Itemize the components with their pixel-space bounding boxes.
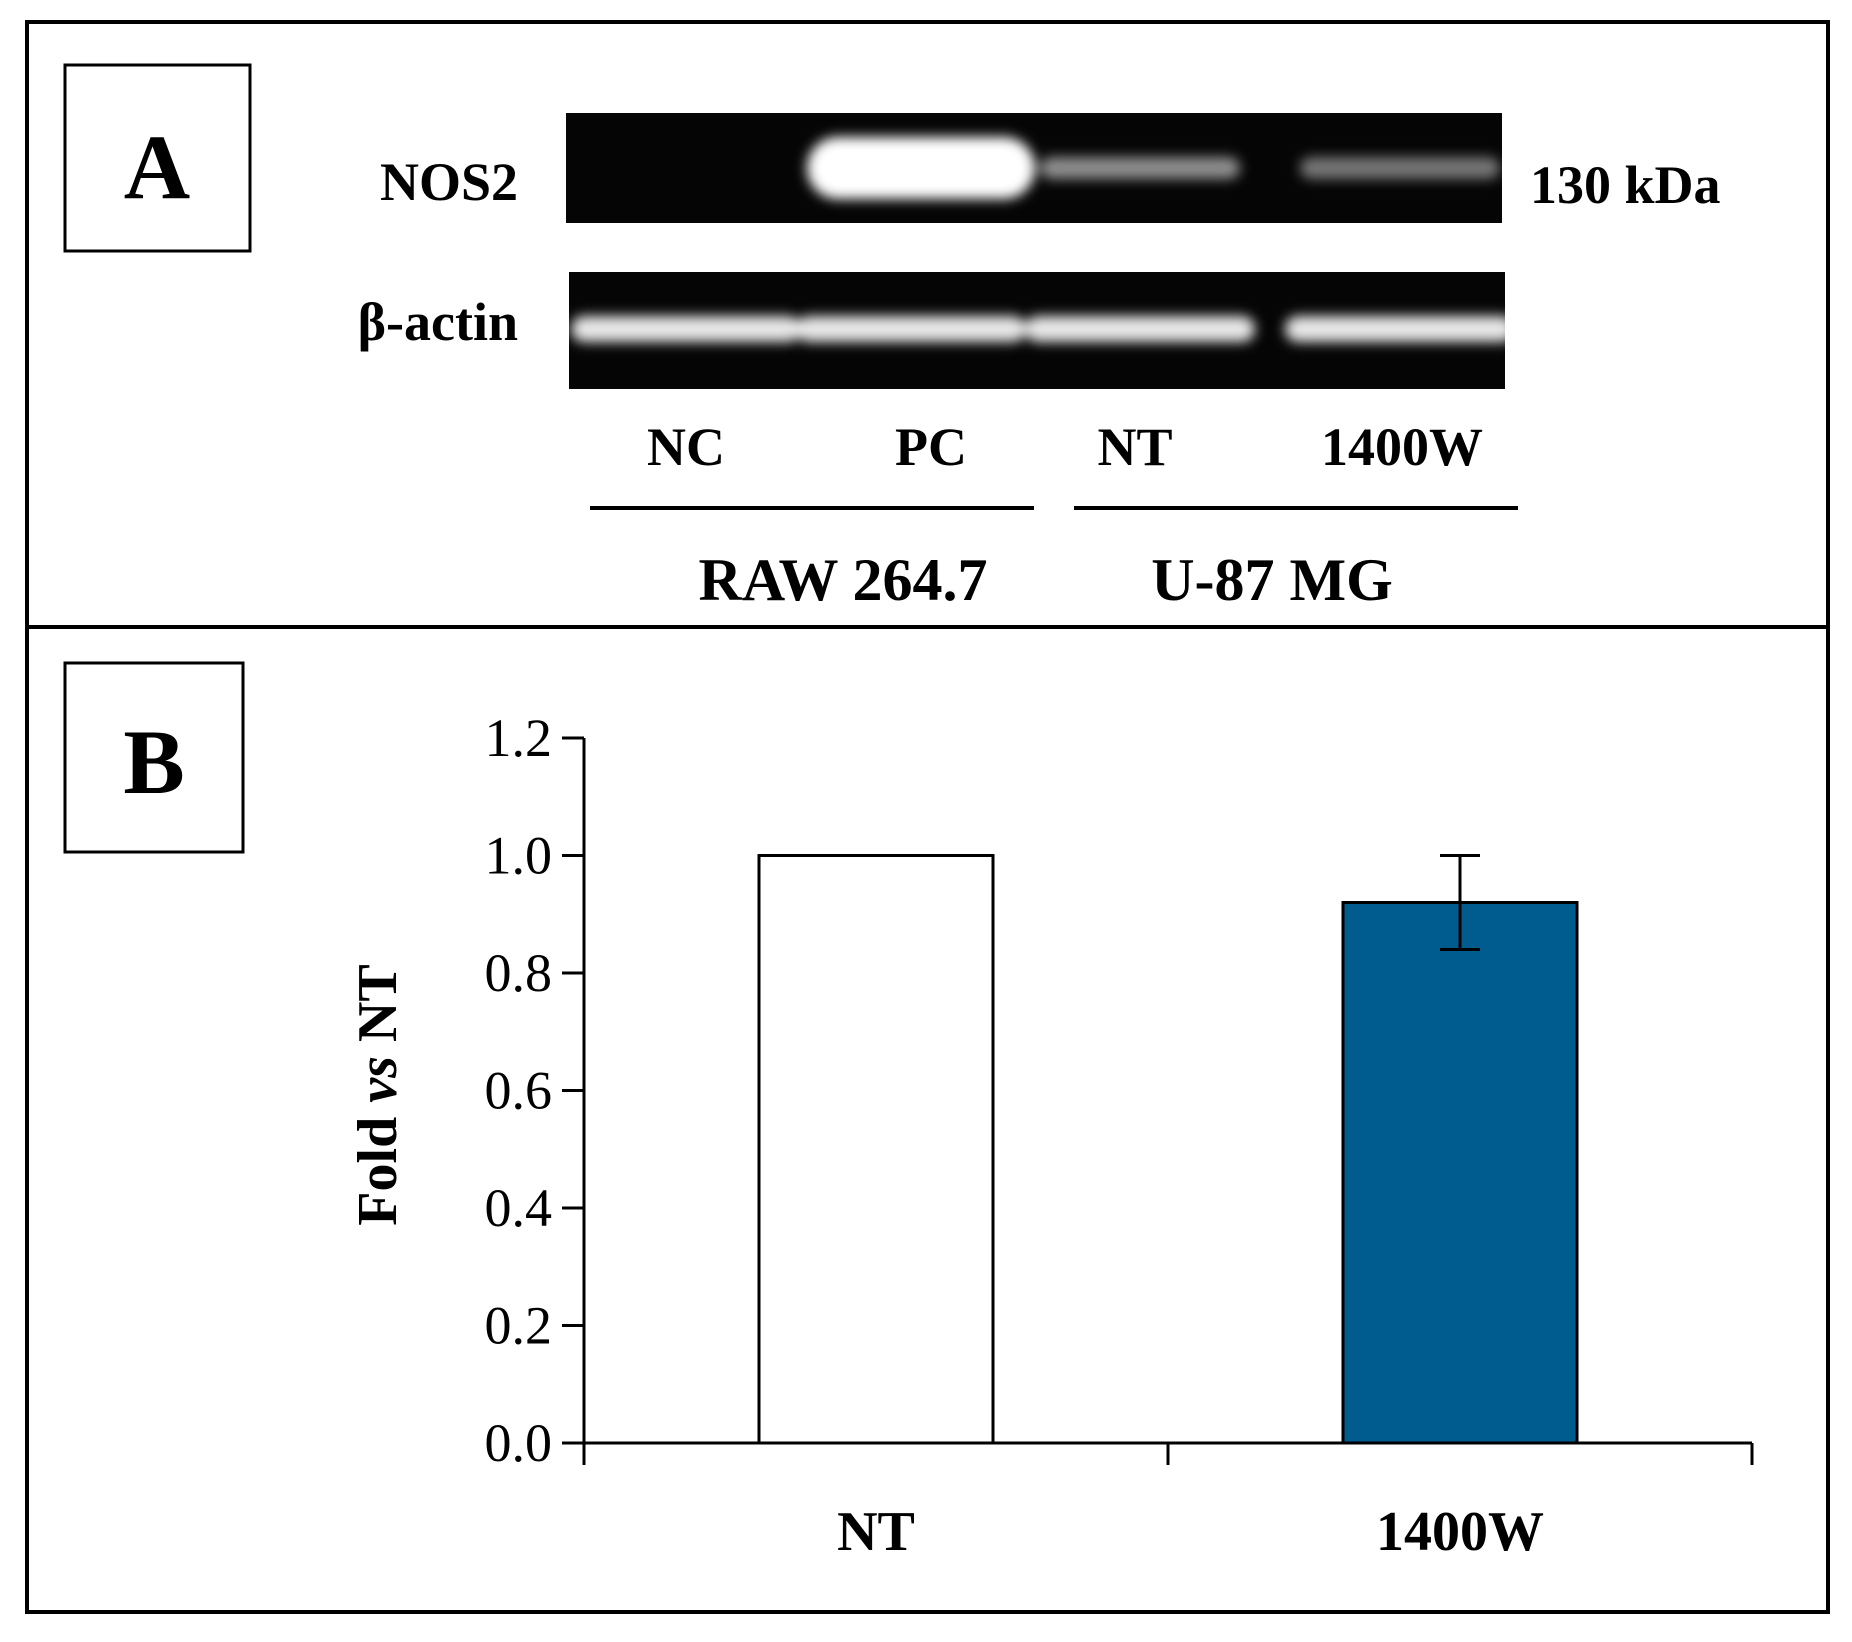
y-tick-label: 0.2 <box>485 1296 553 1356</box>
actin-band-2 <box>1025 316 1255 342</box>
panel-a-label: A <box>124 116 190 218</box>
lane-label-nc: NC <box>647 417 725 477</box>
panel-b: B 0.0 0.2 0.4 0.6 0.8 1.0 1.2 NT 1400W Fold vs N… <box>63 661 1754 1563</box>
group-label-u87: U-87 MG <box>1151 547 1393 613</box>
y-tick-label: 1.0 <box>485 826 553 886</box>
actin-band-1 <box>796 316 1026 342</box>
nos2-band-2 <box>1040 157 1240 179</box>
bar-1400w <box>1341 901 1579 1445</box>
error-bar-1400w <box>1440 854 1480 951</box>
y-tick-label: 0.8 <box>485 943 553 1003</box>
y-tick-label: 1.2 <box>485 708 553 768</box>
actin-row-label: β-actin <box>358 292 518 352</box>
x-category-label: 1400W <box>1376 1501 1544 1563</box>
actin-bands <box>571 316 1515 342</box>
y-tick-label: 0.6 <box>485 1061 553 1121</box>
y-tick-label: 0.0 <box>485 1413 553 1473</box>
nos2-band-1 <box>807 137 1035 199</box>
lane-label-nt: NT <box>1097 417 1172 477</box>
panel-a-label-box <box>63 63 252 253</box>
x-category-label: NT <box>837 1501 915 1563</box>
nos2-row-label: NOS2 <box>380 152 518 212</box>
lane-label-1400w: 1400W <box>1321 417 1483 477</box>
y-axis-label: Fold vs NT <box>347 964 409 1225</box>
y-tick-label: 0.4 <box>485 1178 553 1238</box>
panel-b-label: B <box>123 711 184 813</box>
lane-label-pc: PC <box>895 417 967 477</box>
nos2-band-3 <box>1300 157 1500 179</box>
group-label-raw: RAW 264.7 <box>699 547 988 613</box>
panel-b-label-box <box>63 661 245 854</box>
panel-a: A NOS2 130 kDa β-actin NC PC NT 1400W RA… <box>63 63 1721 613</box>
actin-band-3 <box>1285 316 1515 342</box>
nos2-size-label: 130 kDa <box>1530 155 1721 215</box>
bar-nt <box>757 854 995 1445</box>
nos2-bands <box>807 137 1500 199</box>
actin-band-0 <box>571 316 801 342</box>
bar-chart: 0.0 0.2 0.4 0.6 0.8 1.0 1.2 NT 1400W <box>485 708 1754 1563</box>
